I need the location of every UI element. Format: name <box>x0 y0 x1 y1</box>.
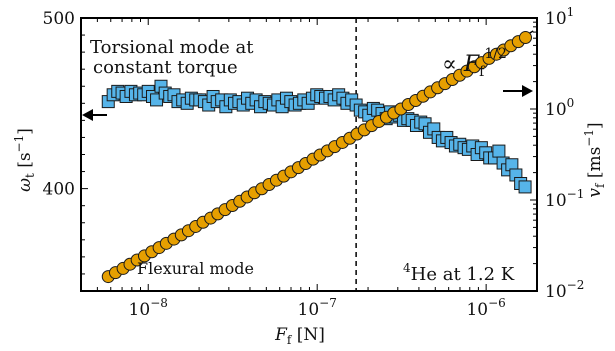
scaling-exp: 1/2 <box>484 46 507 62</box>
right-tick-label: 10−1 <box>545 187 584 211</box>
plot-frame <box>80 17 538 292</box>
left-axis-title: ωt [s−1] <box>12 128 37 192</box>
right-tick-label: 10−2 <box>545 278 584 302</box>
right-axis-arrow <box>503 85 533 97</box>
right-tick-label: 101 <box>545 5 574 29</box>
scaling-F: F <box>463 52 480 77</box>
annotation-torsional-line2: constant torque <box>93 57 238 78</box>
x-axis-title: Ff [N] <box>274 325 325 347</box>
helium-sup: 4 <box>403 261 411 275</box>
annotation-helium: 4He at 1.2 K <box>403 261 515 285</box>
right-tick-label: 100 <box>545 96 574 120</box>
x-tick-label: 10−6 <box>466 296 505 320</box>
left-tick-label: 400 <box>43 180 75 200</box>
annotation-flexural: Flexural mode <box>137 259 254 278</box>
plot-area <box>101 18 534 291</box>
annotation-scaling-law: ∝ Ff 1/2 <box>442 46 507 80</box>
left-tick-label: 500 <box>43 9 75 29</box>
right-axis-title: vf [ms−1] <box>582 122 607 197</box>
annotation-torsional-line1: Torsional mode at <box>90 37 254 58</box>
scaling-prefix: ∝ <box>442 52 464 77</box>
x-tick-label: 10−7 <box>298 296 337 320</box>
helium-text: He at 1.2 K <box>411 264 515 285</box>
scaling-sub: f <box>479 64 486 80</box>
torsional-point <box>492 144 506 158</box>
flexural-point <box>519 31 533 45</box>
x-tick-label: 10−8 <box>129 296 168 320</box>
ticks-group: 10−8 10−7 10−6 400 500 10−2 10−1 100 101 <box>43 5 585 320</box>
torsional-point <box>518 180 532 194</box>
left-axis-arrow <box>82 109 107 121</box>
